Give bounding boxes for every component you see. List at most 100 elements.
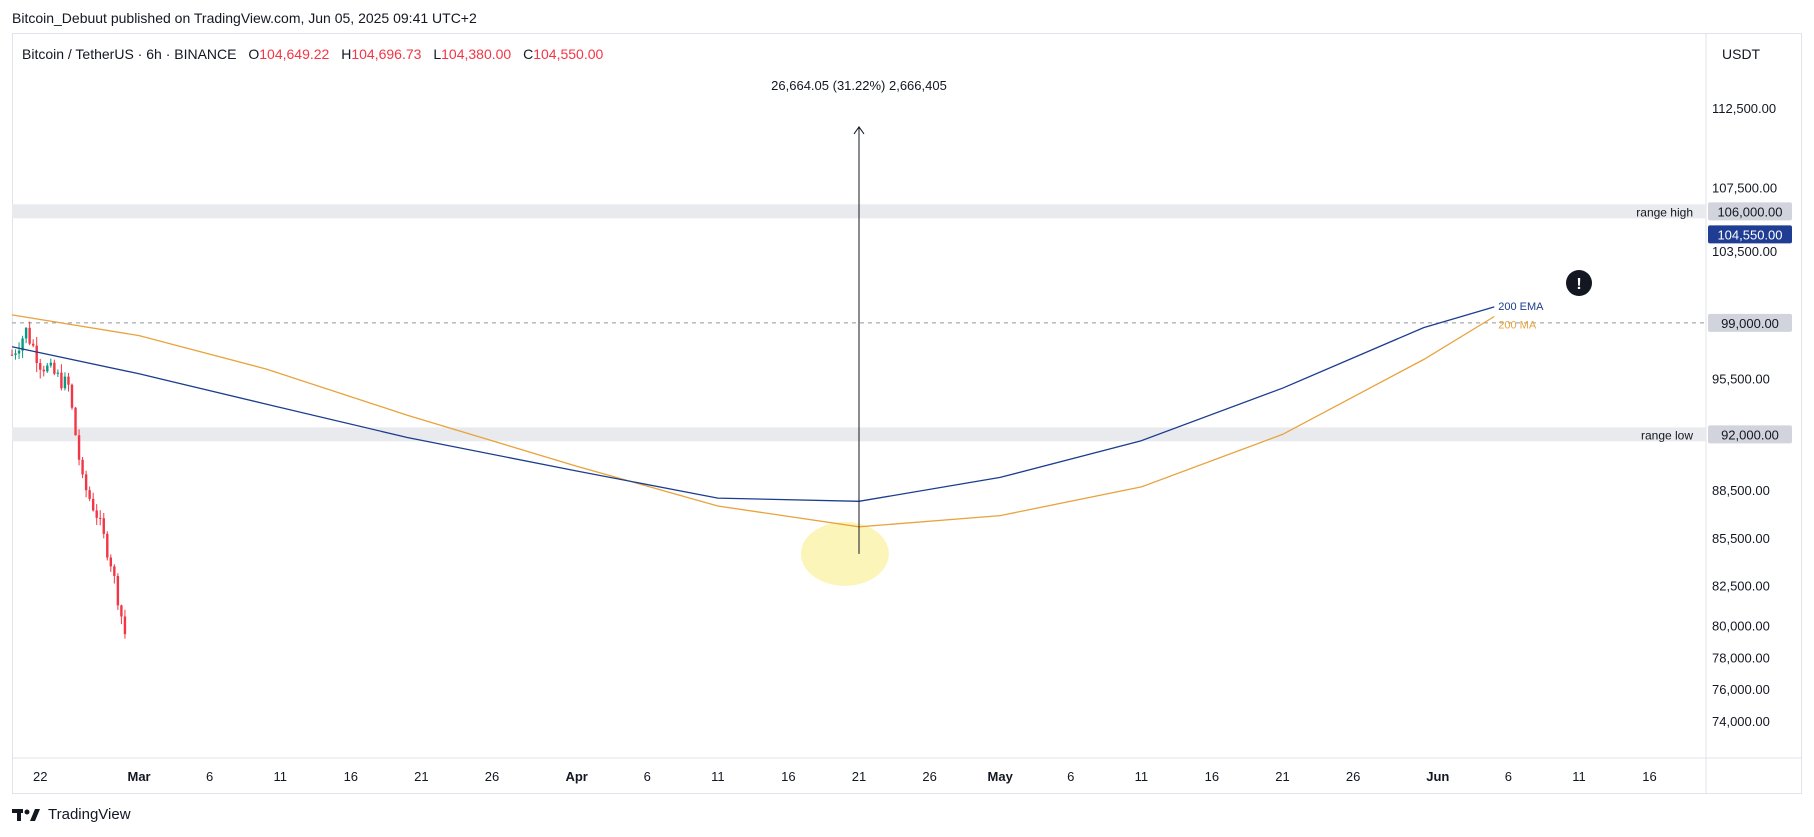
- low-value: 104,380.00: [441, 46, 512, 62]
- highlight-ellipse: [800, 521, 889, 586]
- candle-body: [14, 353, 17, 355]
- open-label: O: [248, 46, 260, 62]
- candle-body: [74, 407, 77, 436]
- candle-body: [77, 435, 81, 460]
- range-high-label: range high: [1636, 205, 1693, 219]
- candle-body: [102, 518, 105, 534]
- candle-body: [99, 517, 102, 519]
- y-tick-label: 76,000.00: [1712, 682, 1770, 697]
- x-tick-label: 26: [1346, 769, 1360, 784]
- x-tick-label: Apr: [565, 769, 587, 784]
- x-tick-label: 21: [1275, 769, 1289, 784]
- x-tick-label: Jun: [1426, 769, 1449, 784]
- candlestick-chart[interactable]: range high range low 200 EMA 200 MA! 26,664.…: [0, 0, 1814, 800]
- symbol-legend: Bitcoin / TetherUS · 6h · BINANCE O104,6…: [22, 46, 611, 62]
- current-price-label: 104,550.00: [1717, 227, 1782, 242]
- candle-body: [109, 557, 113, 567]
- dashed-level-price-label: 99,000.00: [1721, 316, 1779, 331]
- ma-label: 200 MA: [1498, 319, 1537, 331]
- candle-body: [70, 384, 74, 408]
- candle-body: [42, 369, 45, 372]
- x-tick-label: 26: [485, 769, 499, 784]
- candle-body: [106, 533, 109, 558]
- x-tick-label: 6: [1505, 769, 1512, 784]
- ema-label: 200 EMA: [1498, 301, 1544, 313]
- close-label: C: [523, 46, 534, 62]
- x-tick-label: 16: [344, 769, 358, 784]
- currency-label[interactable]: USDT: [1722, 46, 1761, 62]
- ema-200-line: [11, 306, 1495, 502]
- candle-body: [10, 354, 14, 356]
- candle-body: [84, 474, 88, 491]
- candle-body: [113, 566, 116, 576]
- y-tick-label: 107,500.00: [1712, 180, 1777, 195]
- candle-body: [31, 343, 35, 346]
- candle-body: [39, 363, 42, 370]
- x-tick-label: 22: [33, 769, 47, 784]
- range-high-price-label: 106,000.00: [1717, 204, 1782, 219]
- candles-group: [10, 321, 127, 639]
- measure-arrowhead-icon: [853, 126, 865, 135]
- y-tick-label: 78,000.00: [1712, 650, 1770, 665]
- publish-info: Bitcoin_Debuut published on TradingView.…: [12, 10, 477, 26]
- candle-body: [95, 510, 98, 518]
- x-tick-label: 21: [414, 769, 428, 784]
- x-tick-label: 21: [852, 769, 866, 784]
- range-low-label: range low: [1641, 428, 1693, 442]
- x-tick-label: 16: [781, 769, 795, 784]
- y-tick-label: 88,500.00: [1712, 483, 1770, 498]
- candle-body: [60, 372, 63, 389]
- x-tick-label: Mar: [127, 769, 150, 784]
- x-tick-label: 11: [1135, 769, 1149, 784]
- candle-body: [67, 376, 70, 385]
- dashed-level-price-label-bg: [1708, 313, 1792, 332]
- candle-body: [49, 362, 53, 366]
- candle-body: [88, 490, 91, 499]
- candle-body: [120, 605, 123, 617]
- candle-body: [28, 327, 31, 344]
- x-tick-label: 6: [206, 769, 213, 784]
- y-tick-label: 112,500.00: [1712, 101, 1776, 116]
- candle-body: [56, 372, 60, 374]
- candle-body: [81, 459, 84, 475]
- x-tick-label: 11: [273, 769, 287, 784]
- range-low-price-label: 92,000.00: [1721, 427, 1779, 442]
- alert-icon[interactable]: [1566, 270, 1592, 296]
- x-tick-label: 11: [1572, 769, 1586, 784]
- y-tick-label: 82,500.00: [1712, 579, 1770, 594]
- candle-body: [24, 327, 28, 339]
- alert-symbol: !: [1576, 276, 1581, 293]
- candle-body: [63, 376, 67, 389]
- open-value: 104,649.22: [259, 46, 330, 62]
- chart-frame: [12, 33, 1802, 794]
- x-tick-label: 6: [1067, 769, 1074, 784]
- high-label: H: [341, 46, 352, 62]
- y-tick-label: 103,500.00: [1712, 244, 1777, 259]
- candle-body: [35, 345, 38, 364]
- low-label: L: [433, 46, 442, 62]
- candle-body: [53, 362, 56, 374]
- x-tick-label: May: [988, 769, 1014, 784]
- symbol-title[interactable]: Bitcoin / TetherUS · 6h · BINANCE: [22, 46, 237, 62]
- range-high-price-label-bg: [1708, 202, 1792, 221]
- close-value: 104,550.00: [533, 46, 604, 62]
- candle-body: [123, 616, 127, 635]
- candle-body: [21, 338, 24, 351]
- measure-label: 26,664.05 (31.22%) 2,666,405: [771, 78, 947, 93]
- y-tick-label: 74,000.00: [1712, 714, 1770, 729]
- x-tick-label: 11: [711, 769, 725, 784]
- high-value: 104,696.73: [351, 46, 422, 62]
- y-tick-label: 95,500.00: [1712, 372, 1770, 387]
- x-tick-label: 16: [1205, 769, 1219, 784]
- tradingview-logo-icon: [12, 808, 40, 821]
- ma-200-line: [11, 314, 1495, 528]
- x-tick-label: 6: [644, 769, 651, 784]
- candle-body: [91, 498, 95, 511]
- candle-body: [46, 365, 49, 372]
- candle-body: [116, 575, 120, 606]
- x-tick-label: 16: [1642, 769, 1656, 784]
- candle-body: [17, 350, 21, 354]
- y-tick-label: 85,500.00: [1712, 531, 1770, 546]
- footer-brand: TradingView: [12, 806, 131, 823]
- y-tick-label: 80,000.00: [1712, 619, 1770, 634]
